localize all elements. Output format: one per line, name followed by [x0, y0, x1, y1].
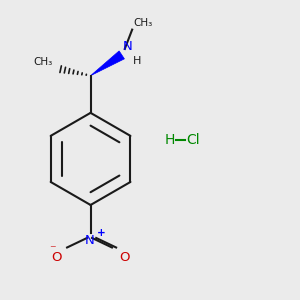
Text: CH₃: CH₃	[133, 18, 152, 28]
Text: H: H	[133, 56, 141, 66]
Text: N: N	[123, 40, 133, 53]
Text: Cl: Cl	[186, 133, 200, 147]
Text: ⁻: ⁻	[50, 243, 56, 256]
Text: +: +	[97, 228, 105, 238]
Text: H: H	[165, 133, 175, 147]
Text: N: N	[85, 234, 94, 248]
Text: CH₃: CH₃	[34, 57, 53, 67]
Text: O: O	[51, 251, 62, 264]
Text: O: O	[120, 251, 130, 264]
Polygon shape	[91, 51, 124, 76]
